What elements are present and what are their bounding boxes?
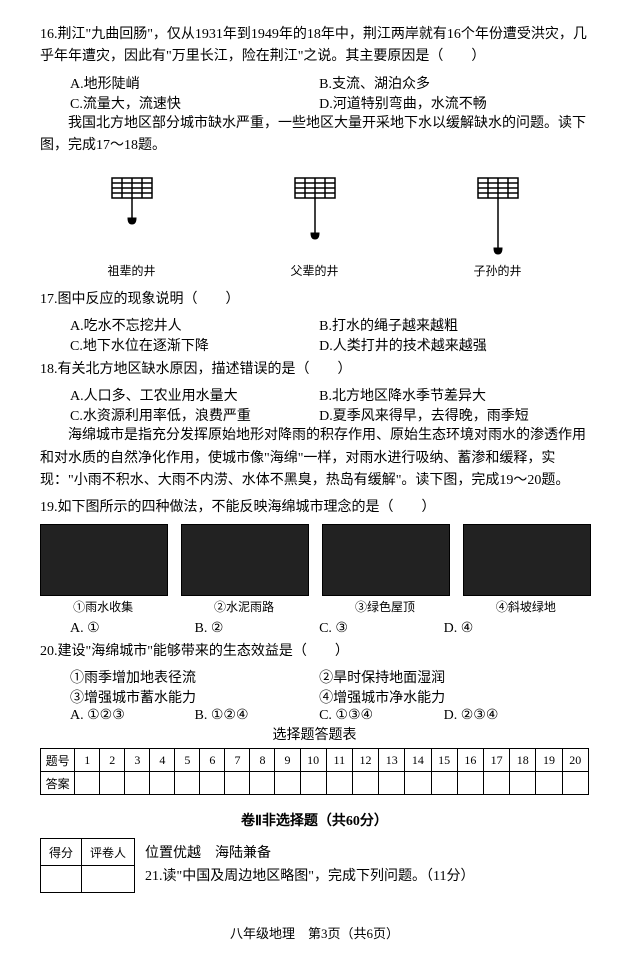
q18-d: D.夏季风来得早，去得晚，雨季短	[319, 405, 568, 425]
page-footer: 八年级地理 第3页（共6页）	[40, 923, 589, 942]
ans-cell[interactable]	[225, 772, 250, 795]
q20-o1: ①雨季增加地表径流	[70, 667, 319, 687]
context-17-18: 我国北方地区部分城市缺水严重，一些地区大量开采地下水以缓解缺水的问题。读下图，完…	[40, 113, 589, 158]
ans-cell[interactable]	[352, 772, 378, 795]
num-cell: 17	[483, 749, 509, 772]
ans-cell[interactable]	[275, 772, 300, 795]
score-label: 得分	[41, 839, 82, 866]
q19-text: 19.如下图所示的四种做法，不能反映海绵城市理念的是（ ）	[40, 497, 589, 519]
well-2-label: 父辈的井	[275, 262, 355, 279]
q17-b: B.打水的绳子越来越粗	[319, 315, 568, 335]
q17-d: D.人类打井的技术越来越强	[319, 335, 568, 355]
answer-table: 题号1234567891011121314151617181920 答案	[40, 748, 589, 795]
q17-text: 17.图中反应的现象说明（ ）	[40, 289, 589, 311]
ans-cell[interactable]	[100, 772, 125, 795]
q19-c: C. ③	[319, 620, 444, 637]
ans-cell[interactable]	[250, 772, 275, 795]
well-3-label: 子孙的井	[458, 262, 538, 279]
q19-images: ①雨水收集 ②水泥雨路 ③绿色屋顶 ④斜坡绿地	[40, 524, 589, 615]
img-2-label: ②水泥雨路	[181, 598, 307, 615]
ans-cell[interactable]	[510, 772, 536, 795]
wells-diagram: 祖辈的井 父辈的井 子孙的井	[40, 168, 589, 279]
num-cell: 9	[275, 749, 300, 772]
num-cell: 13	[379, 749, 405, 772]
img-4	[463, 524, 591, 596]
q16-d: D.河道特别弯曲，水流不畅	[319, 93, 568, 113]
q20-o2: ②旱时保持地面湿润	[319, 667, 568, 687]
q16-a: A.地形陡峭	[70, 73, 319, 93]
num-cell: 14	[405, 749, 431, 772]
img-3-label: ③绿色屋顶	[322, 598, 448, 615]
answer-table-title: 选择题答题表	[40, 724, 589, 744]
context-19-20: 海绵城市是指充分发挥原始地形对降雨的积存作用、原始生态环境对雨水的渗透作用和对水…	[40, 425, 589, 492]
q18-a: A.人口多、工农业用水量大	[70, 385, 319, 405]
score-box: 得分评卷人	[40, 838, 135, 893]
reviewer-cell	[82, 866, 135, 893]
well-1-icon	[92, 168, 172, 258]
q20-a: A. ①②③	[70, 707, 195, 724]
section-2-title: 卷Ⅱ非选择题（共60分）	[40, 810, 589, 830]
q19-a: A. ①	[70, 620, 195, 637]
num-cell: 2	[100, 749, 125, 772]
ans-cell[interactable]	[150, 772, 175, 795]
q20-o3: ③增强城市蓄水能力	[70, 687, 319, 707]
ans-cell[interactable]	[457, 772, 483, 795]
q20-o4: ④增强城市净水能力	[319, 687, 568, 707]
ans-cell[interactable]	[326, 772, 352, 795]
q18-c: C.水资源利用率低，浪费严重	[70, 405, 319, 425]
well-3-icon	[458, 168, 538, 258]
q20-c: C. ①③④	[319, 707, 444, 724]
q19-d: D. ④	[444, 620, 569, 637]
ans-cell[interactable]	[405, 772, 431, 795]
q16-c: C.流量大，流速快	[70, 93, 319, 113]
ans-cell[interactable]	[75, 772, 100, 795]
num-cell: 15	[431, 749, 457, 772]
ans-cell[interactable]	[483, 772, 509, 795]
num-cell: 5	[175, 749, 200, 772]
num-cell: 11	[326, 749, 352, 772]
ans-cell[interactable]	[379, 772, 405, 795]
q16-text: 16.荆江"九曲回肠"，仅从1931年到1949年的18年中，荆江两岸就有16个…	[40, 24, 589, 69]
num-cell: 6	[200, 749, 225, 772]
num-cell: 10	[300, 749, 326, 772]
q18-text: 18.有关北方地区缺水原因，描述错误的是（ ）	[40, 359, 589, 381]
well-1-label: 祖辈的井	[92, 262, 172, 279]
q16-b: B.支流、湖泊众多	[319, 73, 568, 93]
ans-cell[interactable]	[431, 772, 457, 795]
num-cell: 12	[352, 749, 378, 772]
q17-c: C.地下水位在逐渐下降	[70, 335, 319, 355]
num-cell: 7	[225, 749, 250, 772]
well-2-icon	[275, 168, 355, 258]
num-cell: 18	[510, 749, 536, 772]
reviewer-label: 评卷人	[82, 839, 135, 866]
ans-label: 答案	[41, 772, 75, 795]
num-cell: 19	[536, 749, 562, 772]
img-3	[322, 524, 450, 596]
img-4-label: ④斜坡绿地	[463, 598, 589, 615]
num-cell: 8	[250, 749, 275, 772]
num-cell: 3	[125, 749, 150, 772]
img-1	[40, 524, 168, 596]
q20-text: 20.建设"海绵城市"能够带来的生态效益是（ ）	[40, 641, 589, 663]
num-cell: 20	[562, 749, 588, 772]
ans-cell[interactable]	[200, 772, 225, 795]
ans-cell[interactable]	[125, 772, 150, 795]
q18-b: B.北方地区降水季节差异大	[319, 385, 568, 405]
img-1-label: ①雨水收集	[40, 598, 166, 615]
ans-cell[interactable]	[536, 772, 562, 795]
score-cell	[41, 866, 82, 893]
row-label: 题号	[41, 749, 75, 772]
q17-a: A.吃水不忘挖井人	[70, 315, 319, 335]
num-cell: 16	[457, 749, 483, 772]
q19-b: B. ②	[195, 620, 320, 637]
ans-cell[interactable]	[300, 772, 326, 795]
num-cell: 4	[150, 749, 175, 772]
ans-cell[interactable]	[175, 772, 200, 795]
ans-cell[interactable]	[562, 772, 588, 795]
num-cell: 1	[75, 749, 100, 772]
q20-b: B. ①②④	[195, 707, 320, 724]
img-2	[181, 524, 309, 596]
q20-d: D. ②③④	[444, 707, 569, 724]
